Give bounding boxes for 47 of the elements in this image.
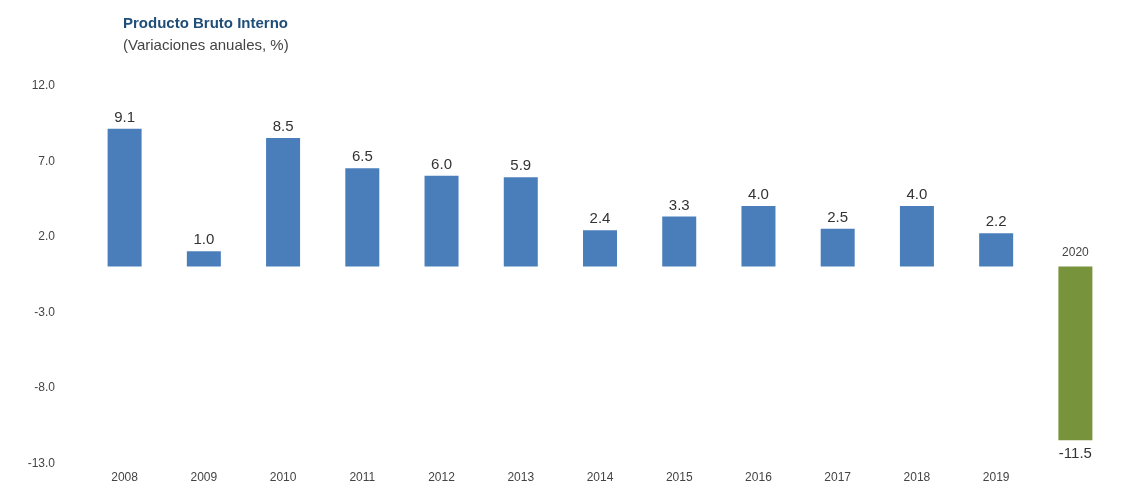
data-label: 4.0 xyxy=(906,184,928,202)
y-tick-label: -8.0 xyxy=(34,380,56,395)
bar xyxy=(266,137,301,267)
bar xyxy=(503,177,538,267)
bar xyxy=(107,128,142,267)
x-tick-label: 2011 xyxy=(349,470,376,484)
y-tick-label: 2.0 xyxy=(38,229,56,244)
data-label: 2.5 xyxy=(827,207,849,225)
bar xyxy=(979,233,1014,267)
x-tick-label: 2008 xyxy=(111,470,139,484)
bar xyxy=(1058,266,1093,441)
chart-subtitle: (Variaciones anuales, %) xyxy=(123,36,289,53)
x-tick-label: 2014 xyxy=(586,470,614,484)
data-label: 5.9 xyxy=(510,156,532,174)
bar xyxy=(345,168,380,267)
bar xyxy=(741,205,776,267)
data-label: -11.5 xyxy=(1058,444,1092,462)
data-label: 9.1 xyxy=(114,107,136,125)
x-tick-label: 2019 xyxy=(982,470,1010,484)
data-label: 6.5 xyxy=(351,147,373,165)
bar xyxy=(899,205,934,267)
data-label: 2.2 xyxy=(985,212,1007,230)
data-label: 4.0 xyxy=(748,184,769,202)
data-label: 2.4 xyxy=(589,209,611,227)
x-tick-label: 2018 xyxy=(903,470,931,484)
bar xyxy=(186,251,221,267)
bar xyxy=(583,230,617,267)
x-tick-label: 2015 xyxy=(665,470,693,484)
y-tick-label: 7.0 xyxy=(38,153,56,168)
y-tick-label: -13.0 xyxy=(27,456,56,470)
x-tick-label: 2012 xyxy=(428,470,456,484)
data-label: 6.0 xyxy=(431,154,452,172)
data-label: 3.3 xyxy=(668,195,690,213)
bar xyxy=(820,228,855,267)
x-tick-label: 2020 xyxy=(1062,245,1090,260)
data-label: 8.5 xyxy=(272,116,294,134)
x-tick-label: 2013 xyxy=(507,470,535,484)
data-label: 1.0 xyxy=(193,230,215,248)
chart-title: Producto Bruto Interno xyxy=(123,14,288,31)
bar xyxy=(424,175,459,267)
bar xyxy=(662,216,697,267)
x-tick-label: 2017 xyxy=(824,470,852,484)
y-tick-label: 12.0 xyxy=(31,78,56,92)
y-tick-label: -3.0 xyxy=(34,304,56,319)
x-tick-label: 2016 xyxy=(745,470,773,484)
x-tick-label: 2010 xyxy=(269,470,297,484)
x-tick-label: 2009 xyxy=(190,470,218,484)
